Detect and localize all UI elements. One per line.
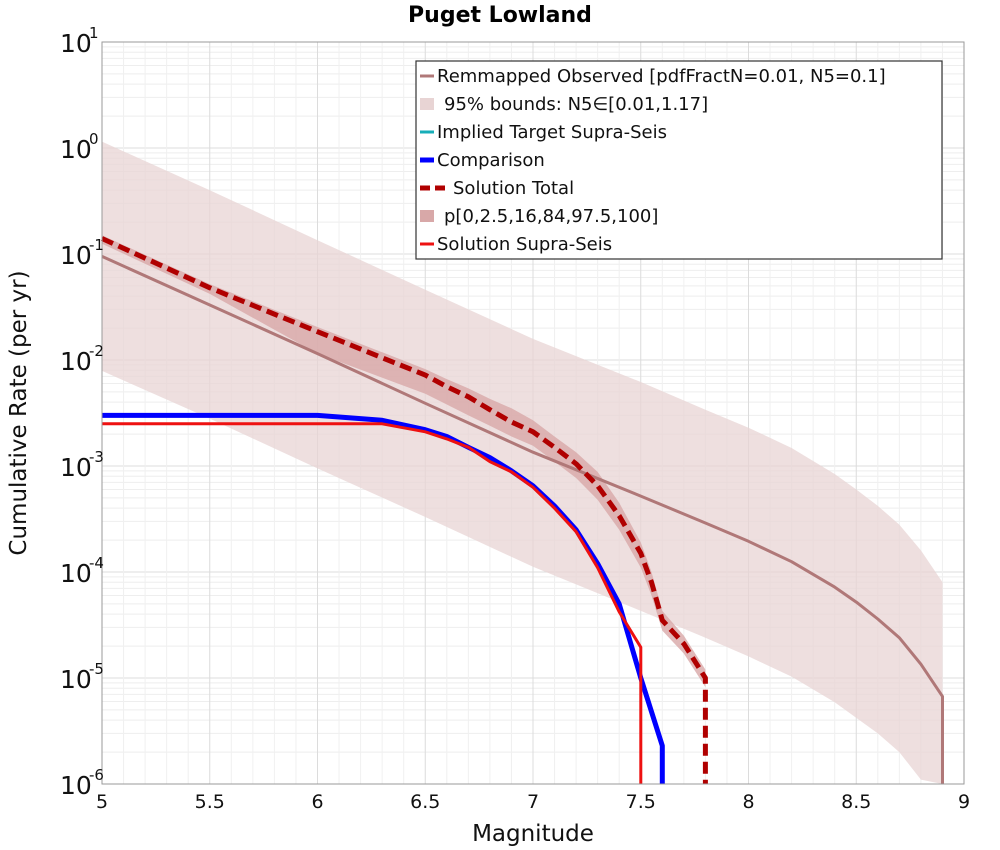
x-tick-label: 7: [527, 791, 539, 813]
legend-item: Implied Target Supra-Seis: [420, 122, 667, 143]
series-line-solution-supra-seis: [102, 422, 643, 784]
y-tick-base: 10: [60, 135, 92, 164]
legend-label: Solution Supra-Seis: [437, 234, 612, 255]
y-tick-base: 10: [60, 347, 92, 376]
y-axis-label: Cumulative Rate (per yr): [6, 270, 32, 555]
legend-item: Solution Supra-Seis: [420, 234, 612, 255]
legend-label: Solution Total: [453, 178, 574, 199]
y-tick-exponent: -2: [89, 342, 104, 360]
series-line-solution-total: [100, 236, 708, 784]
x-tick-label: 8.5: [841, 791, 871, 813]
legend-item: Remmapped Observed [pdfFractN=0.01, N5=0…: [420, 66, 886, 87]
y-tick-exponent: 0: [89, 130, 99, 148]
x-tick-label: 6.5: [410, 791, 440, 813]
y-tick-label: 10-1: [60, 236, 104, 270]
legend: Remmapped Observed [pdfFractN=0.01, N5=0…: [415, 60, 943, 260]
y-tick-label: 10-6: [60, 766, 104, 800]
x-tick-label: 5.5: [195, 791, 225, 813]
y-tick-exponent: -3: [89, 448, 104, 466]
y-tick-label: 100: [60, 130, 99, 164]
y-tick-exponent: -1: [89, 236, 104, 254]
y-tick-base: 10: [60, 771, 92, 800]
y-tick-base: 10: [60, 29, 92, 58]
legend-label: Remmapped Observed [pdfFractN=0.01, N5=0…: [437, 66, 886, 87]
x-tick-label: 7.5: [626, 791, 656, 813]
legend-swatch: [420, 98, 434, 110]
y-tick-base: 10: [60, 559, 92, 588]
y-tick-label: 101: [60, 24, 99, 58]
legend-label: Comparison: [437, 150, 545, 171]
legend-label: p[0,2.5,16,84,97.5,100]: [444, 206, 658, 227]
legend-label: Implied Target Supra-Seis: [437, 122, 667, 143]
plot-frame: [101, 41, 965, 785]
y-tick-exponent: 1: [89, 24, 99, 42]
y-tick-base: 10: [60, 453, 92, 482]
band-95-bounds-n5-0-01-1-17: [102, 141, 943, 785]
y-tick-label: 10-4: [60, 554, 104, 588]
x-tick-label: 6: [311, 791, 323, 813]
x-axis-label: Magnitude: [472, 821, 594, 847]
x-tick-label: 9: [958, 791, 970, 813]
y-tick-exponent: -6: [89, 766, 104, 784]
legend-item: p[0,2.5,16,84,97.5,100]: [420, 206, 658, 227]
series-line-remmapped-observed-pdffr: [101, 255, 944, 784]
legend-box: [415, 60, 943, 260]
legend-item: Comparison: [420, 150, 545, 171]
legend-swatch: [420, 210, 434, 222]
lines-layer: [100, 236, 944, 784]
y-tick-exponent: -5: [89, 660, 104, 678]
y-tick-label: 10-3: [60, 448, 104, 482]
y-tick-base: 10: [60, 665, 92, 694]
legend-item: 95% bounds: N5∈[0.01,1.17]: [420, 94, 708, 115]
chart-title: Puget Lowland: [408, 3, 592, 28]
y-tick-label: 10-5: [60, 660, 104, 694]
x-axis-ticks: 5 5.5 6 6.5 7 7.5 8 8.5 9: [96, 791, 970, 813]
x-tick-label: 8: [742, 791, 754, 813]
y-tick-base: 10: [60, 241, 92, 270]
legend-label: 95% bounds: N5∈[0.01,1.17]: [444, 94, 708, 115]
y-tick-exponent: -4: [89, 554, 104, 572]
bands-layer: [102, 141, 943, 785]
y-tick-label: 10-2: [60, 342, 104, 376]
legend-item: Solution Total: [420, 178, 574, 199]
band-p-0-2-5-16-84-97-5-100: [102, 235, 706, 688]
x-tick-label: 5: [96, 791, 108, 813]
